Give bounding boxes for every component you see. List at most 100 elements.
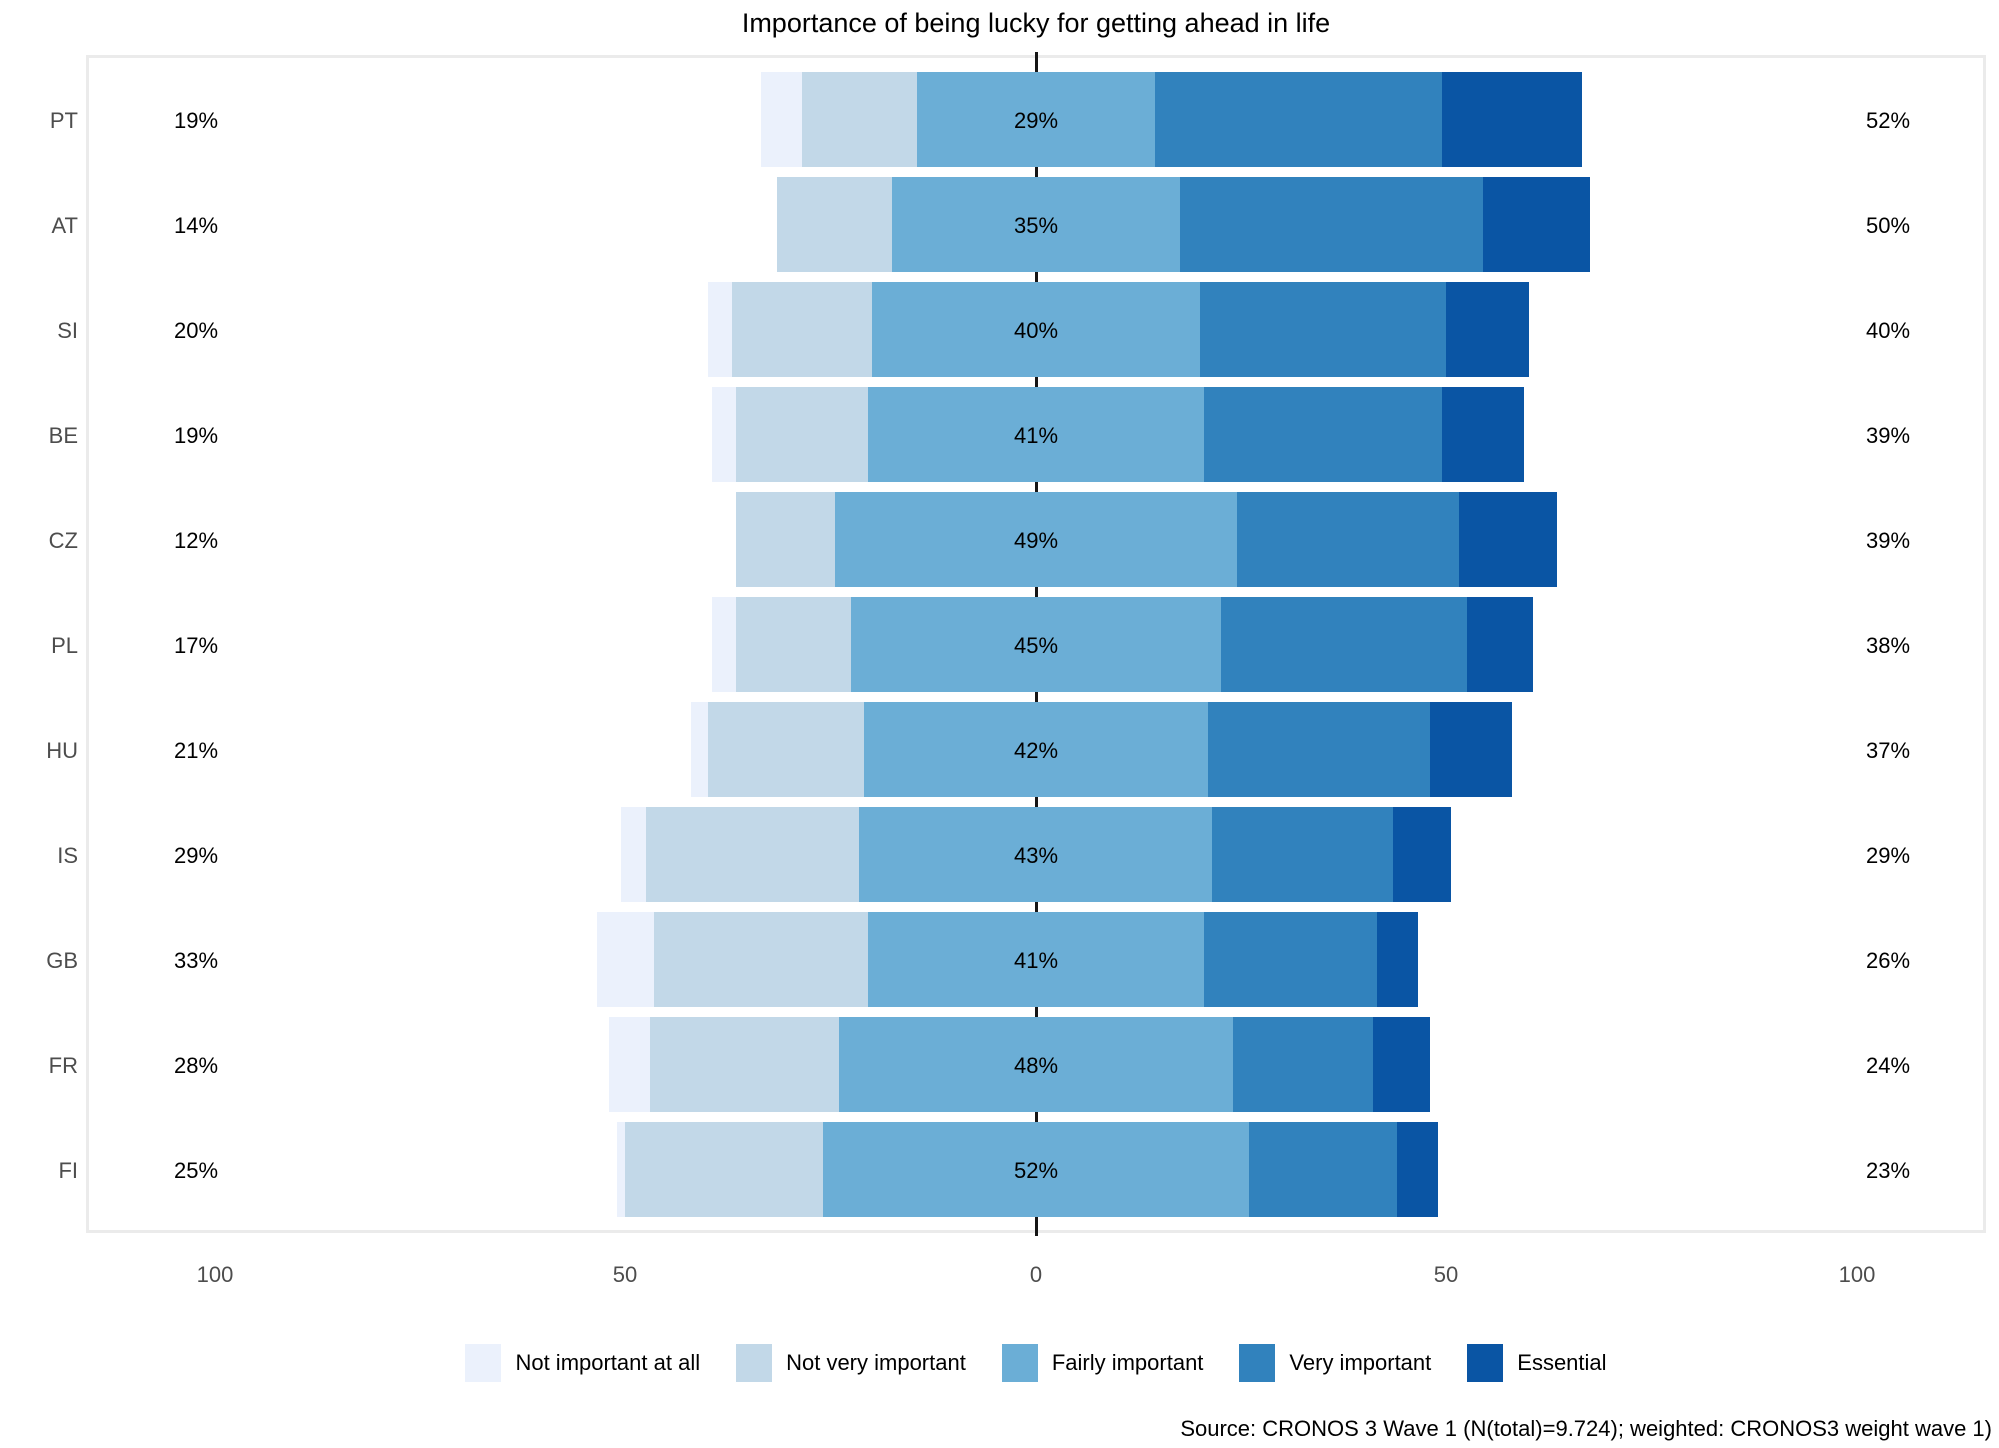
bar-segment-2 (777, 177, 893, 272)
y-axis-country-label: HU (46, 738, 78, 763)
legend-item: Essential (1467, 1344, 1607, 1382)
legend-swatch (1001, 1344, 1038, 1382)
x-axis-tick-label: 100 (1838, 1262, 1876, 1287)
bar-segment-5 (1483, 177, 1591, 272)
bar-segment-3 (822, 1122, 1250, 1217)
chart-title: Importance of being lucky for getting ah… (741, 8, 1331, 38)
y-axis-country-label: CZ (48, 528, 78, 553)
bar-segment-5 (1442, 387, 1525, 482)
bar-segment-1 (617, 1122, 626, 1217)
bar-segment-3 (892, 177, 1180, 272)
left-total-label: 29% (173, 843, 219, 868)
y-axis-country-label: FR (48, 1053, 78, 1078)
bar-segment-3 (834, 492, 1238, 587)
center-percent-label: 45% (1013, 633, 1059, 658)
bar-row (736, 492, 1558, 587)
center-percent-label: 35% (1013, 213, 1059, 238)
bar-row (777, 177, 1591, 272)
bar-row (621, 807, 1451, 902)
bar-segment-1 (711, 597, 737, 692)
center-percent-label: 29% (1013, 108, 1059, 133)
left-total-label: 12% (173, 528, 219, 553)
bar-segment-1 (760, 72, 802, 167)
right-total-label: 38% (1865, 633, 1911, 658)
legend-label: Very important (1289, 1350, 1432, 1375)
bar-segment-2 (736, 387, 868, 482)
bar-segment-5 (1467, 597, 1533, 692)
center-percent-label: 41% (1013, 948, 1059, 973)
bar-row (760, 72, 1582, 167)
bar-segment-1 (711, 387, 737, 482)
bar-segment-2 (736, 597, 852, 692)
right-total-label: 50% (1865, 213, 1911, 238)
bar-segment-5 (1442, 72, 1582, 167)
bar-segment-2 (707, 702, 864, 797)
y-axis-country-label: PT (49, 108, 78, 133)
right-total-label: 52% (1865, 108, 1911, 133)
legend-item: Not important at all (465, 1344, 700, 1382)
center-percent-label: 40% (1013, 318, 1059, 343)
bar-segment-5 (1458, 492, 1558, 587)
legend-label: Essential (1517, 1350, 1607, 1375)
right-total-label: 39% (1865, 423, 1911, 448)
bar-segment-2 (646, 807, 860, 902)
bar-segment-3 (867, 912, 1205, 1007)
bar-segment-4 (1204, 912, 1377, 1007)
legend-item: Very important (1239, 1344, 1431, 1382)
right-total-label: 24% (1865, 1053, 1911, 1078)
left-total-label: 25% (173, 1158, 219, 1183)
legend-swatch (1467, 1344, 1504, 1382)
y-axis-country-label: BE (48, 423, 78, 448)
center-percent-label: 52% (1013, 1158, 1059, 1183)
x-axis-tick-label: 50 (612, 1262, 638, 1287)
bar-segment-4 (1179, 177, 1484, 272)
right-total-label: 23% (1865, 1158, 1911, 1183)
bar-segment-3 (838, 1017, 1234, 1112)
left-total-label: 14% (173, 213, 219, 238)
bar-segment-4 (1212, 807, 1394, 902)
y-axis-country-label: FI (58, 1158, 78, 1183)
center-percent-label: 49% (1013, 528, 1059, 553)
bar-row (711, 597, 1533, 692)
bar-segment-1 (707, 282, 733, 377)
left-total-label: 21% (173, 738, 219, 763)
bar-segment-4 (1204, 387, 1443, 482)
y-axis-country-label: GB (46, 948, 78, 973)
bar-row (617, 1122, 1439, 1217)
bar-segment-5 (1376, 912, 1418, 1007)
left-total-label: 33% (173, 948, 219, 973)
bar-segment-1 (691, 702, 708, 797)
left-total-label: 19% (173, 423, 219, 448)
bar-segment-2 (736, 492, 835, 587)
bar-segment-3 (859, 807, 1213, 902)
bar-segment-2 (732, 282, 872, 377)
right-total-label: 39% (1865, 528, 1911, 553)
right-total-label: 26% (1865, 948, 1911, 973)
left-total-label: 28% (173, 1053, 219, 1078)
bar-segment-2 (625, 1122, 823, 1217)
right-total-label: 37% (1865, 738, 1911, 763)
bar-row (707, 282, 1529, 377)
left-total-label: 17% (173, 633, 219, 658)
legend-swatch (736, 1344, 773, 1382)
x-axis-tick-label: 50 (1433, 1262, 1459, 1287)
bar-segment-2 (650, 1017, 839, 1112)
bar-segment-4 (1220, 597, 1467, 692)
y-axis-country-label: AT (51, 213, 78, 238)
bar-segment-1 (621, 807, 647, 902)
legend-label: Not very important (786, 1350, 966, 1375)
legend-item: Not very important (736, 1344, 966, 1382)
bar-row (691, 702, 1513, 797)
x-axis-tick-label: 100 (196, 1262, 234, 1287)
left-total-label: 20% (173, 318, 219, 343)
bar-segment-5 (1430, 702, 1513, 797)
bar-segment-5 (1397, 1122, 1439, 1217)
center-percent-label: 43% (1013, 843, 1059, 868)
legend-label: Fairly important (1051, 1350, 1204, 1375)
bar-segment-5 (1393, 807, 1451, 902)
y-axis-country-label: PL (51, 633, 78, 658)
bar-segment-4 (1200, 282, 1447, 377)
bar-segment-5 (1446, 282, 1529, 377)
center-percent-label: 42% (1013, 738, 1059, 763)
